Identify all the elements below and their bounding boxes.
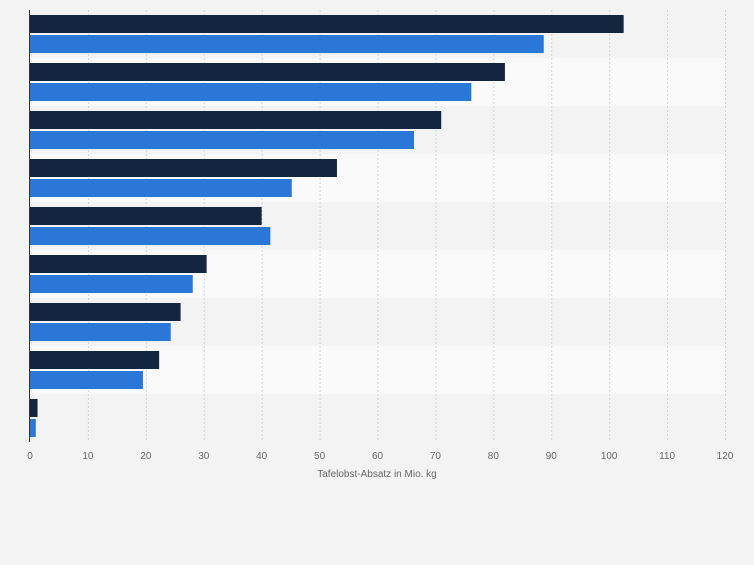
gridlines [87, 10, 726, 442]
bar-series-2-item-2[interactable] [30, 83, 472, 101]
x-axis-label: Tafelobst-Absatz in Mio. kg [317, 469, 437, 480]
bar-series-1-item-5[interactable] [30, 207, 262, 225]
bar-series-2-item-5[interactable] [30, 227, 271, 245]
bar-series-2-item-8[interactable] [30, 371, 143, 389]
x-tick-label: 90 [546, 451, 558, 462]
bar-series-1-item-9[interactable] [30, 399, 38, 417]
x-tick-label: 40 [256, 451, 268, 462]
x-tick-label: 20 [140, 451, 152, 462]
bar-series-2-item-4[interactable] [30, 179, 292, 197]
bar-series-1-item-4[interactable] [30, 159, 337, 177]
x-tick-labels: 0 10 20 30 40 50 60 70 80 90 100 110 120 [27, 451, 734, 462]
x-tick-label: 50 [314, 451, 326, 462]
bar-series-2-item-1[interactable] [30, 35, 544, 53]
bar-series-2-item-9[interactable] [30, 419, 36, 437]
x-tick-label: 70 [430, 451, 442, 462]
bar-series-1-item-7[interactable] [30, 303, 181, 321]
bar-series-1-item-1[interactable] [30, 15, 624, 33]
x-tick-label: 30 [198, 451, 210, 462]
bar-series-2-item-7[interactable] [30, 323, 171, 341]
x-tick-label: 10 [82, 451, 94, 462]
x-tick-label: 80 [488, 451, 500, 462]
x-tick-label: 0 [27, 451, 33, 462]
bar-series-1-item-8[interactable] [30, 351, 160, 369]
bar-series-2-item-6[interactable] [30, 275, 193, 293]
x-tick-label: 60 [372, 451, 384, 462]
x-tick-label: 120 [717, 451, 734, 462]
bar-series-1-item-6[interactable] [30, 255, 207, 273]
x-tick-label: 110 [659, 451, 675, 462]
bars [30, 15, 624, 437]
bar-series-1-item-2[interactable] [30, 63, 505, 81]
x-tick-label: 100 [601, 451, 618, 462]
bar-series-1-item-3[interactable] [30, 111, 442, 129]
bar-series-2-item-3[interactable] [30, 131, 414, 149]
